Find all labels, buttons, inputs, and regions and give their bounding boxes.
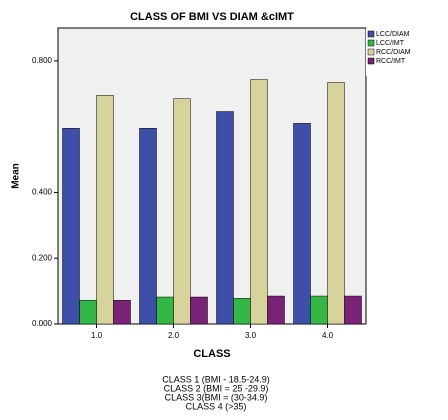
x-tick-label: 2.0 (168, 331, 180, 340)
bar (139, 128, 157, 325)
note: CLASS 1 (BMI - 18.5-24.9) (162, 374, 270, 384)
y-tick-label: 0.800 (32, 56, 53, 65)
bar (310, 295, 328, 325)
bar (79, 300, 97, 325)
y-tick-label: 0.200 (32, 253, 53, 262)
bar (96, 95, 114, 325)
legend-label: LCC/IMT (376, 40, 405, 47)
bar (216, 111, 234, 325)
bar (344, 295, 362, 325)
bar (293, 123, 311, 325)
chart-title: CLASS OF BMI VS DIAM &cIMT (130, 11, 294, 23)
legend-label: RCC/IMT (376, 58, 406, 65)
x-tick-label: 4.0 (322, 331, 334, 340)
note: CLASS 4 (>35) (186, 401, 247, 411)
note: CLASS 2 (BMI = 25 -29.9) (164, 383, 269, 393)
legend-label: RCC/DIAM (376, 49, 411, 56)
bar (62, 128, 80, 325)
bar (233, 298, 251, 325)
y-tick-label: 0.000 (32, 319, 53, 328)
legend-swatch (367, 39, 375, 47)
bar (156, 296, 174, 325)
legend-swatch (367, 30, 375, 38)
legend-swatch (367, 57, 375, 65)
y-tick-label: 0.400 (32, 188, 53, 197)
x-axis-title: CLASS (193, 348, 230, 360)
note: CLASS 3(BMI = (30-34.9) (165, 392, 268, 402)
bar (327, 82, 345, 325)
bar (190, 296, 208, 325)
bar (113, 300, 131, 325)
legend-label: LCC/DIAM (376, 31, 410, 38)
legend-swatch (367, 48, 375, 56)
bar (267, 295, 285, 325)
bar (173, 98, 191, 325)
bar (250, 79, 268, 325)
y-axis-title: Mean (11, 163, 22, 189)
legend (366, 28, 448, 76)
x-tick-label: 3.0 (245, 331, 257, 340)
x-tick-label: 1.0 (91, 331, 103, 340)
